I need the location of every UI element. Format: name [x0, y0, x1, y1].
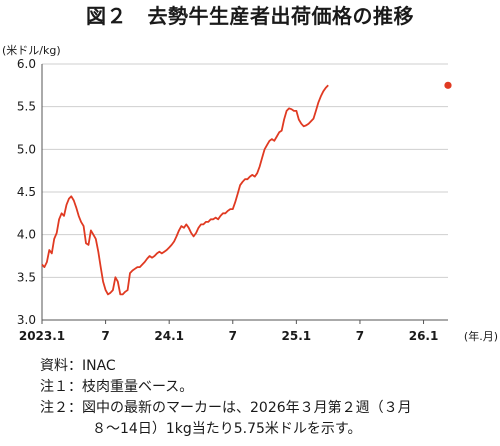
source-label: 資料： — [40, 358, 82, 374]
x-tick-label: 26.1 — [409, 329, 439, 343]
y-tick-label: 5.5 — [17, 100, 36, 114]
series-line — [41, 84, 329, 296]
source-note: 資料： INAC — [40, 356, 495, 377]
source-text: INAC — [82, 358, 116, 374]
y-tick-label: 6.0 — [17, 57, 36, 71]
x-tick-label: 7 — [229, 329, 237, 343]
y-tick-label: 5.0 — [17, 142, 36, 156]
note-2-cont-text: ８～14日）1kg当たり5.75米ドルを示す。 — [92, 421, 362, 437]
latest-value-marker — [444, 81, 452, 89]
note-1-label: 注１： — [40, 379, 82, 395]
note-1-text: 枝肉重量ベース。 — [82, 379, 194, 395]
y-tick-label: 3.0 — [17, 313, 36, 327]
x-tick-label: 7 — [356, 329, 364, 343]
x-tick-label: 25.1 — [282, 329, 312, 343]
x-axis-label: (年.月) — [464, 329, 498, 343]
y-tick-label: 3.5 — [17, 270, 36, 284]
x-tick-label: 7 — [101, 329, 109, 343]
y-axis-label: (米ドル/kg) — [2, 44, 61, 57]
y-tick-label: 4.0 — [17, 228, 36, 242]
note-2-text: 図中の最新のマーカーは、2026年３月第２週（３月 — [82, 400, 412, 416]
chart-notes: 資料： INAC 注１： 枝肉重量ベース。 注２： 図中の最新のマーカーは、20… — [40, 356, 495, 440]
note-2: 注２： 図中の最新のマーカーは、2026年３月第２週（３月 — [40, 398, 495, 419]
x-tick-label: 24.1 — [154, 329, 184, 343]
line-chart: 3.0 3.5 4.0 4.5 5.0 5.5 6.0 2023.1 7 24.1 7 25.1 7 26… — [2, 44, 498, 343]
note-2-continuation: ８～14日）1kg当たり5.75米ドルを示す。 — [40, 419, 495, 440]
note-2-label: 注２： — [40, 400, 82, 416]
note-1: 注１： 枝肉重量ベース。 — [40, 377, 495, 398]
y-tick-label: 4.5 — [17, 185, 36, 199]
x-tick-label: 2023.1 — [19, 329, 65, 343]
chart-title: 図２ 去勢牛生産者出荷価格の推移 — [86, 4, 414, 28]
